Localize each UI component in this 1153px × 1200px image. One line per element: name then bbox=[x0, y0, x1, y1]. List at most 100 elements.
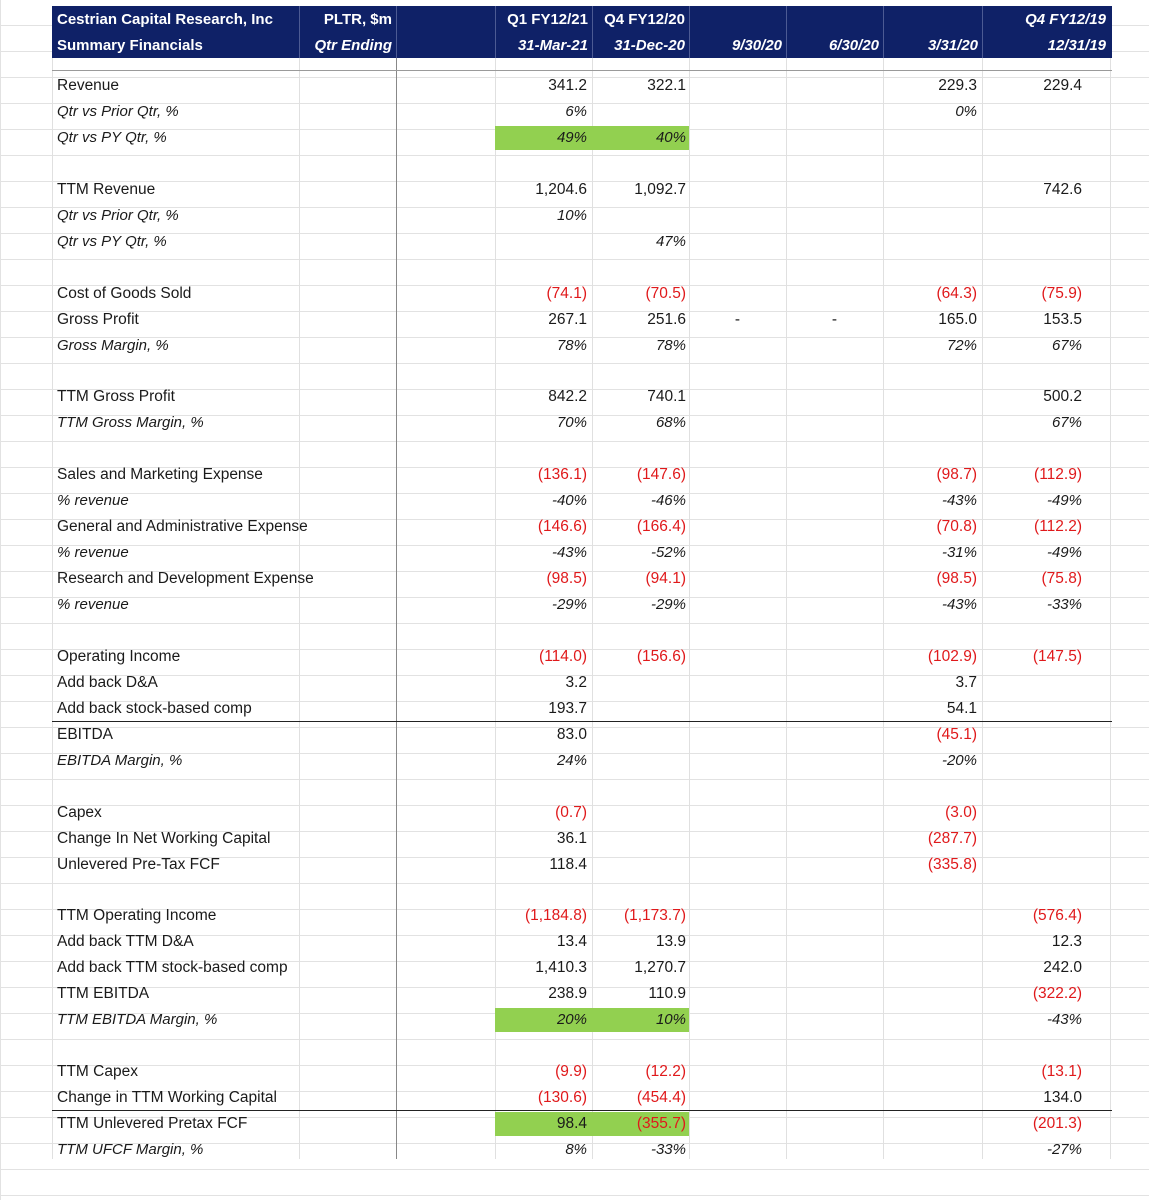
row-label: % revenue bbox=[57, 492, 129, 510]
value-cell: (136.1) bbox=[537, 466, 587, 484]
value-cell: 67% bbox=[1051, 336, 1082, 354]
value-cell: -49% bbox=[1046, 492, 1082, 510]
row-label: EBITDA bbox=[57, 725, 113, 743]
row-label: Revenue bbox=[57, 77, 120, 94]
value-cell: -29% bbox=[551, 596, 587, 613]
value-cell: (147.6) bbox=[636, 466, 686, 484]
value-cell: -43% bbox=[941, 596, 977, 613]
table-row: Qtr vs PY Qtr, % 49% 40% bbox=[52, 125, 1112, 151]
table-row: EBITDA 83.0 (45.1) bbox=[52, 722, 1112, 748]
value-cell: (64.3) bbox=[936, 284, 978, 302]
grid-line bbox=[495, 6, 496, 1159]
table-row: % revenue -40% -46% -43% -49% bbox=[52, 488, 1112, 514]
row-label: Add back TTM D&A bbox=[57, 933, 194, 951]
value-cell: 47% bbox=[655, 232, 686, 250]
company-name: Cestrian Capital Research, Inc bbox=[57, 11, 273, 28]
value-cell: 98.4 bbox=[556, 1115, 587, 1132]
row-label: Change In Net Working Capital bbox=[57, 829, 271, 847]
table-row: Revenue 341.2 322.1 229.3 229.4 bbox=[52, 73, 1112, 99]
table-row bbox=[52, 255, 1112, 281]
table-row: % revenue -43% -52% -31% -49% bbox=[52, 540, 1112, 566]
row-label: Add back stock-based comp bbox=[57, 699, 252, 717]
row-label: TTM UFCF Margin, % bbox=[57, 1140, 204, 1158]
value-cell: 322.1 bbox=[647, 77, 686, 94]
grid-line bbox=[786, 6, 787, 1159]
value-cell: (112.9) bbox=[1034, 466, 1082, 484]
grid-line bbox=[883, 6, 884, 1159]
value-cell: 341.2 bbox=[548, 77, 587, 94]
table-row: Add back TTM stock-based comp 1,410.3 1,27… bbox=[52, 955, 1112, 981]
highlight-cell bbox=[495, 1008, 592, 1033]
value-cell: 3.2 bbox=[565, 673, 587, 691]
highlight-cell bbox=[592, 1112, 689, 1136]
sheet-subtitle: Summary Financials bbox=[57, 37, 203, 54]
value-cell: 3.7 bbox=[955, 673, 977, 691]
col2-date: 31-Dec-20 bbox=[614, 37, 685, 54]
value-cell: -49% bbox=[1046, 544, 1082, 562]
value-cell: (146.6) bbox=[537, 518, 587, 536]
value-cell: 54.1 bbox=[946, 699, 977, 717]
value-cell: (102.9) bbox=[927, 647, 977, 665]
grid-line bbox=[396, 6, 397, 1159]
table-row bbox=[52, 618, 1112, 644]
value-cell: -52% bbox=[650, 544, 686, 562]
highlight-cell bbox=[495, 1112, 592, 1136]
row-label: Unlevered Pre-Tax FCF bbox=[57, 855, 220, 873]
value-cell: 165.0 bbox=[938, 310, 977, 328]
table-row: TTM Gross Margin, % 70% 68% 67% bbox=[52, 410, 1112, 436]
value-cell: 1,204.6 bbox=[535, 180, 587, 198]
qtr-ending-label: Qtr Ending bbox=[314, 37, 393, 54]
table-row bbox=[52, 151, 1112, 177]
value-cell: 742.6 bbox=[1043, 180, 1082, 198]
value-cell: 49% bbox=[556, 128, 587, 146]
table-row: EBITDA Margin, % 24% -20% bbox=[52, 748, 1112, 774]
value-cell: (9.9) bbox=[555, 1063, 587, 1081]
value-cell: -33% bbox=[650, 1140, 686, 1158]
row-label: TTM Unlevered Pretax FCF bbox=[57, 1115, 248, 1132]
value-cell: 842.2 bbox=[548, 388, 587, 406]
table-row: TTM Unlevered Pretax FCF 98.4 (355.7) (201.… bbox=[52, 1111, 1112, 1137]
value-cell: (13.1) bbox=[1041, 1063, 1083, 1081]
row-label: Change in TTM Working Capital bbox=[57, 1089, 277, 1107]
col3-date: 9/30/20 bbox=[731, 37, 782, 54]
value-cell: (98.5) bbox=[936, 570, 978, 588]
value-cell: (335.8) bbox=[927, 855, 977, 873]
header-divider bbox=[883, 6, 884, 58]
highlight-cell bbox=[592, 1008, 689, 1033]
value-cell: 13.4 bbox=[556, 933, 587, 951]
table-row: TTM Capex (9.9) (12.2) (13.1) bbox=[52, 1059, 1112, 1085]
value-cell: (12.2) bbox=[645, 1063, 687, 1081]
row-label: Cost of Goods Sold bbox=[57, 284, 192, 302]
grid-line bbox=[1110, 6, 1111, 1159]
header-divider bbox=[592, 6, 593, 58]
value-cell: (166.4) bbox=[636, 518, 686, 536]
value-cell: (130.6) bbox=[537, 1089, 587, 1107]
value-cell: -43% bbox=[941, 492, 977, 510]
value-cell: 40% bbox=[655, 128, 686, 146]
value-cell: 83.0 bbox=[556, 725, 587, 743]
row-label: General and Administrative Expense bbox=[57, 518, 308, 536]
total-rule bbox=[52, 1110, 1112, 1112]
header-separator bbox=[52, 70, 1112, 71]
value-cell: - bbox=[831, 310, 838, 328]
table-row: % revenue -29% -29% -43% -33% bbox=[52, 592, 1112, 618]
value-cell: (147.5) bbox=[1032, 647, 1082, 665]
value-cell: (74.1) bbox=[546, 284, 588, 302]
table-row: TTM Operating Income (1,184.8) (1,173.7) (5… bbox=[52, 903, 1112, 929]
row-label: Gross Profit bbox=[57, 310, 139, 328]
value-cell: (576.4) bbox=[1032, 907, 1082, 925]
row-label: % revenue bbox=[57, 596, 129, 613]
table-row: Qtr vs PY Qtr, % 47% bbox=[52, 229, 1112, 255]
value-cell: -40% bbox=[551, 492, 587, 510]
value-cell: -20% bbox=[941, 751, 977, 769]
table-row: Sales and Marketing Expense (136.1) (147.6… bbox=[52, 462, 1112, 488]
table-row: General and Administrative Expense (146.6… bbox=[52, 514, 1112, 540]
grid-line bbox=[299, 6, 300, 1159]
value-cell: 78% bbox=[655, 336, 686, 354]
header-divider bbox=[786, 6, 787, 58]
value-cell: (287.7) bbox=[927, 829, 977, 847]
col2-period: Q4 FY12/20 bbox=[604, 11, 685, 28]
header-divider bbox=[396, 6, 397, 58]
table-row bbox=[52, 774, 1112, 800]
row-label: Sales and Marketing Expense bbox=[57, 466, 263, 484]
